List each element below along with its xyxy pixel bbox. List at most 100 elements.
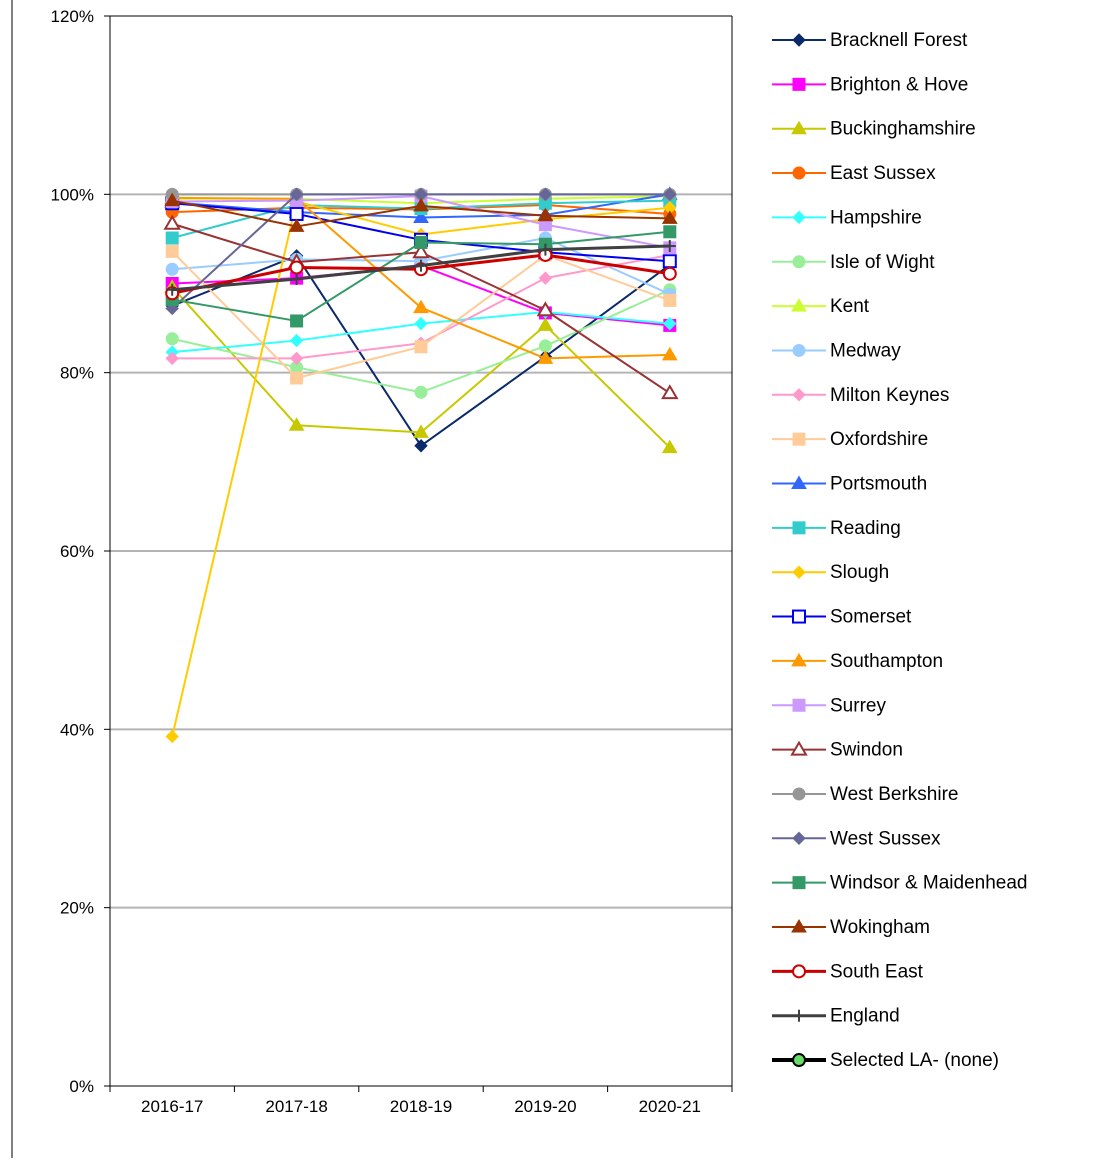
data-point [412, 243, 430, 259]
legend-label: West Sussex [830, 828, 941, 849]
data-point [537, 350, 554, 364]
legend-item-brighton-and-hove: Brighton & Hove [772, 74, 968, 95]
data-point [413, 299, 429, 314]
legend-swatch-marker [792, 388, 806, 402]
data-point [538, 339, 552, 353]
legend-swatch-marker [793, 1009, 805, 1022]
legend-label: Hampshire [830, 207, 922, 228]
x-tick-label: 2016-17 [141, 1097, 203, 1116]
y-tick-label: 40% [60, 720, 94, 739]
legend-label: West Berkshire [830, 784, 958, 805]
legend-item-slough: Slough [772, 562, 889, 583]
legend-label: England [830, 1006, 900, 1027]
legend-swatch-marker [792, 1053, 806, 1068]
data-point [289, 206, 304, 221]
x-tick-label: 2017-18 [265, 1097, 327, 1116]
data-point [663, 187, 677, 202]
legend-swatch-marker [792, 255, 806, 269]
data-point [165, 729, 179, 744]
legend-item-somerset: Somerset [772, 607, 912, 628]
legend-item-kent: Kent [772, 296, 870, 317]
data-point [663, 316, 677, 331]
series-england [166, 240, 676, 296]
y-tick-label: 80% [60, 364, 94, 383]
legend-label: Swindon [830, 740, 903, 761]
data-point [414, 340, 428, 354]
data-point [537, 317, 554, 331]
legend-item-wokingham: Wokingham [772, 917, 930, 938]
data-point [536, 301, 555, 317]
legend-label: Brighton & Hove [830, 74, 968, 95]
legend-item-south-east: South East [772, 961, 924, 982]
y-tick-label: 100% [51, 185, 94, 204]
legend-swatch-marker [792, 831, 806, 846]
legend-item-bracknell-forest: Bracknell Forest [772, 30, 968, 51]
legend-label: Windsor & Maidenhead [830, 873, 1028, 894]
data-point [288, 218, 305, 232]
data-point [290, 371, 304, 385]
legend-label: Oxfordshire [830, 429, 928, 450]
data-point [290, 314, 304, 328]
series-wokingham [164, 192, 678, 232]
legend-swatch-marker [792, 698, 806, 712]
data-point [662, 266, 677, 281]
data-point [165, 332, 179, 346]
data-point [289, 260, 304, 275]
legend-swatch-marker [791, 919, 807, 933]
legend-label: Slough [830, 562, 889, 583]
legend-item-east-sussex: East Sussex [772, 163, 936, 184]
axes: 0% 20% 40% 60% 80% 100% 120% 2016-17 2017-18 2018… [11, 0, 733, 1158]
data-point [663, 293, 677, 307]
series-windsor-and-maidenhead [165, 225, 677, 328]
legend-label: Wokingham [830, 917, 930, 938]
x-tick-label: 2018-19 [390, 1097, 452, 1116]
legend-swatch-marker [791, 120, 807, 135]
legend-label: Southampton [830, 651, 943, 672]
legend-label: East Sussex [830, 163, 936, 184]
data-point [164, 192, 181, 207]
data-point [289, 187, 304, 202]
data-point [663, 225, 677, 239]
legend-label: Selected LA- (none) [830, 1050, 999, 1071]
data-point [413, 197, 429, 212]
legend-label: Portsmouth [830, 474, 927, 495]
legend-label: Milton Keynes [830, 385, 949, 406]
legend-label: South East [830, 961, 924, 982]
legend-swatch-marker [790, 740, 808, 756]
data-point [663, 240, 676, 253]
legend-label: Isle of Wight [830, 252, 935, 273]
data-point [289, 351, 304, 366]
legend-item-buckinghamshire: Buckinghamshire [772, 119, 976, 140]
data-point [661, 384, 679, 400]
data-point [661, 439, 678, 454]
y-tick-label: 0% [69, 1077, 94, 1096]
legend-swatch-marker [792, 964, 806, 979]
data-point [414, 316, 428, 331]
x-tick-label: 2020-21 [639, 1097, 701, 1116]
legend-label: Somerset [830, 607, 912, 628]
legend-swatch-marker [792, 876, 806, 890]
legend-label: Medway [830, 340, 901, 361]
data-point [165, 351, 179, 366]
legend-label: Surrey [830, 695, 886, 716]
series-line [171, 200, 670, 737]
legend-item-west-berkshire: West Berkshire [772, 784, 958, 805]
data-point [290, 273, 303, 286]
data-point [413, 424, 429, 438]
legend: Bracknell Forest Brighton & Hove Buckingha… [772, 30, 1028, 1071]
legend-item-england: England [772, 1006, 900, 1027]
data-point [166, 283, 179, 296]
legend-label: Reading [830, 518, 901, 539]
legend-swatch-marker [791, 475, 807, 489]
legend-swatch-marker [792, 166, 806, 180]
y-tick-label: 60% [60, 542, 94, 561]
legend-item-portsmouth: Portsmouth [772, 474, 927, 495]
data-point [165, 262, 179, 276]
data-point [163, 214, 181, 230]
legend-item-milton-keynes: Milton Keynes [772, 385, 949, 406]
legend-item-medway: Medway [772, 340, 901, 361]
legend-item-surrey: Surrey [772, 695, 886, 716]
legend-swatch-marker [792, 521, 806, 535]
legend-item-west-sussex: West Sussex [772, 828, 941, 849]
